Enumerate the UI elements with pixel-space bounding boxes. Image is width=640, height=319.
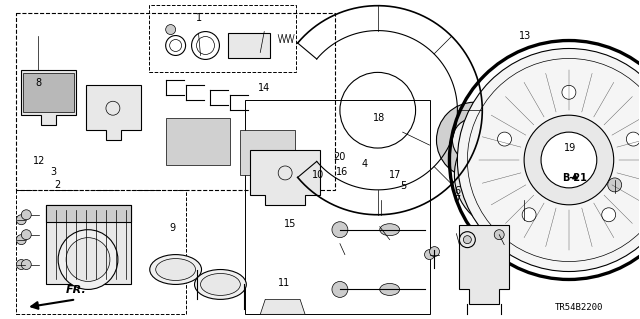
Text: 20: 20 xyxy=(333,152,346,162)
Polygon shape xyxy=(260,300,305,314)
Circle shape xyxy=(474,140,544,210)
Bar xyxy=(17,190,186,314)
Circle shape xyxy=(17,235,26,245)
Circle shape xyxy=(627,132,640,146)
Bar xyxy=(148,5,296,72)
Circle shape xyxy=(332,222,348,238)
Circle shape xyxy=(460,126,488,154)
Circle shape xyxy=(166,25,175,34)
Circle shape xyxy=(470,195,479,205)
Text: 19: 19 xyxy=(564,143,576,153)
Circle shape xyxy=(21,230,31,240)
Text: 14: 14 xyxy=(259,83,271,93)
Circle shape xyxy=(17,260,26,270)
Bar xyxy=(541,130,609,180)
Ellipse shape xyxy=(156,259,196,280)
Circle shape xyxy=(497,132,511,146)
Circle shape xyxy=(470,145,479,155)
Text: 2: 2 xyxy=(54,180,61,190)
Text: 4: 4 xyxy=(362,159,367,169)
Text: 10: 10 xyxy=(312,170,324,180)
Text: 15: 15 xyxy=(284,219,296,229)
Text: 8: 8 xyxy=(35,78,42,88)
Text: TR54B2200: TR54B2200 xyxy=(555,303,603,312)
Text: FR.: FR. xyxy=(66,286,87,295)
Circle shape xyxy=(436,102,512,178)
Polygon shape xyxy=(241,130,295,175)
Circle shape xyxy=(17,215,26,225)
Ellipse shape xyxy=(380,284,399,295)
Circle shape xyxy=(452,118,496,162)
Polygon shape xyxy=(23,73,74,112)
Circle shape xyxy=(608,178,621,192)
Text: 9: 9 xyxy=(169,223,175,233)
Circle shape xyxy=(332,281,348,297)
Circle shape xyxy=(602,208,616,222)
Bar xyxy=(245,100,429,314)
Polygon shape xyxy=(228,33,270,58)
Polygon shape xyxy=(460,225,509,304)
Circle shape xyxy=(458,48,640,271)
Text: 16: 16 xyxy=(336,167,348,177)
Polygon shape xyxy=(46,205,131,222)
Text: 12: 12 xyxy=(33,156,46,166)
Text: 13: 13 xyxy=(519,31,531,41)
Text: 1: 1 xyxy=(196,13,202,23)
Text: B-21: B-21 xyxy=(563,173,588,183)
Polygon shape xyxy=(166,118,230,165)
Text: 11: 11 xyxy=(278,278,290,288)
Text: 18: 18 xyxy=(372,113,385,123)
Circle shape xyxy=(454,120,564,230)
Text: 5: 5 xyxy=(400,182,406,191)
Circle shape xyxy=(517,211,527,221)
Circle shape xyxy=(562,85,576,99)
Ellipse shape xyxy=(150,255,202,285)
Ellipse shape xyxy=(200,273,241,295)
Circle shape xyxy=(21,210,31,220)
Circle shape xyxy=(517,129,527,139)
Circle shape xyxy=(524,115,614,205)
Circle shape xyxy=(66,238,110,281)
Circle shape xyxy=(494,230,504,240)
Circle shape xyxy=(492,157,527,193)
Polygon shape xyxy=(86,85,141,140)
Circle shape xyxy=(58,230,118,289)
Ellipse shape xyxy=(380,224,399,236)
Text: 7: 7 xyxy=(454,195,460,205)
Circle shape xyxy=(463,236,471,244)
Circle shape xyxy=(522,208,536,222)
Circle shape xyxy=(429,247,440,256)
Polygon shape xyxy=(46,205,131,285)
Polygon shape xyxy=(21,70,76,125)
Circle shape xyxy=(541,132,596,188)
Polygon shape xyxy=(250,150,320,205)
Ellipse shape xyxy=(195,270,246,300)
Circle shape xyxy=(424,249,435,260)
Text: 6: 6 xyxy=(454,186,460,196)
Text: 17: 17 xyxy=(389,170,401,180)
Text: 3: 3 xyxy=(51,167,57,177)
Circle shape xyxy=(21,260,31,270)
Circle shape xyxy=(547,170,557,180)
